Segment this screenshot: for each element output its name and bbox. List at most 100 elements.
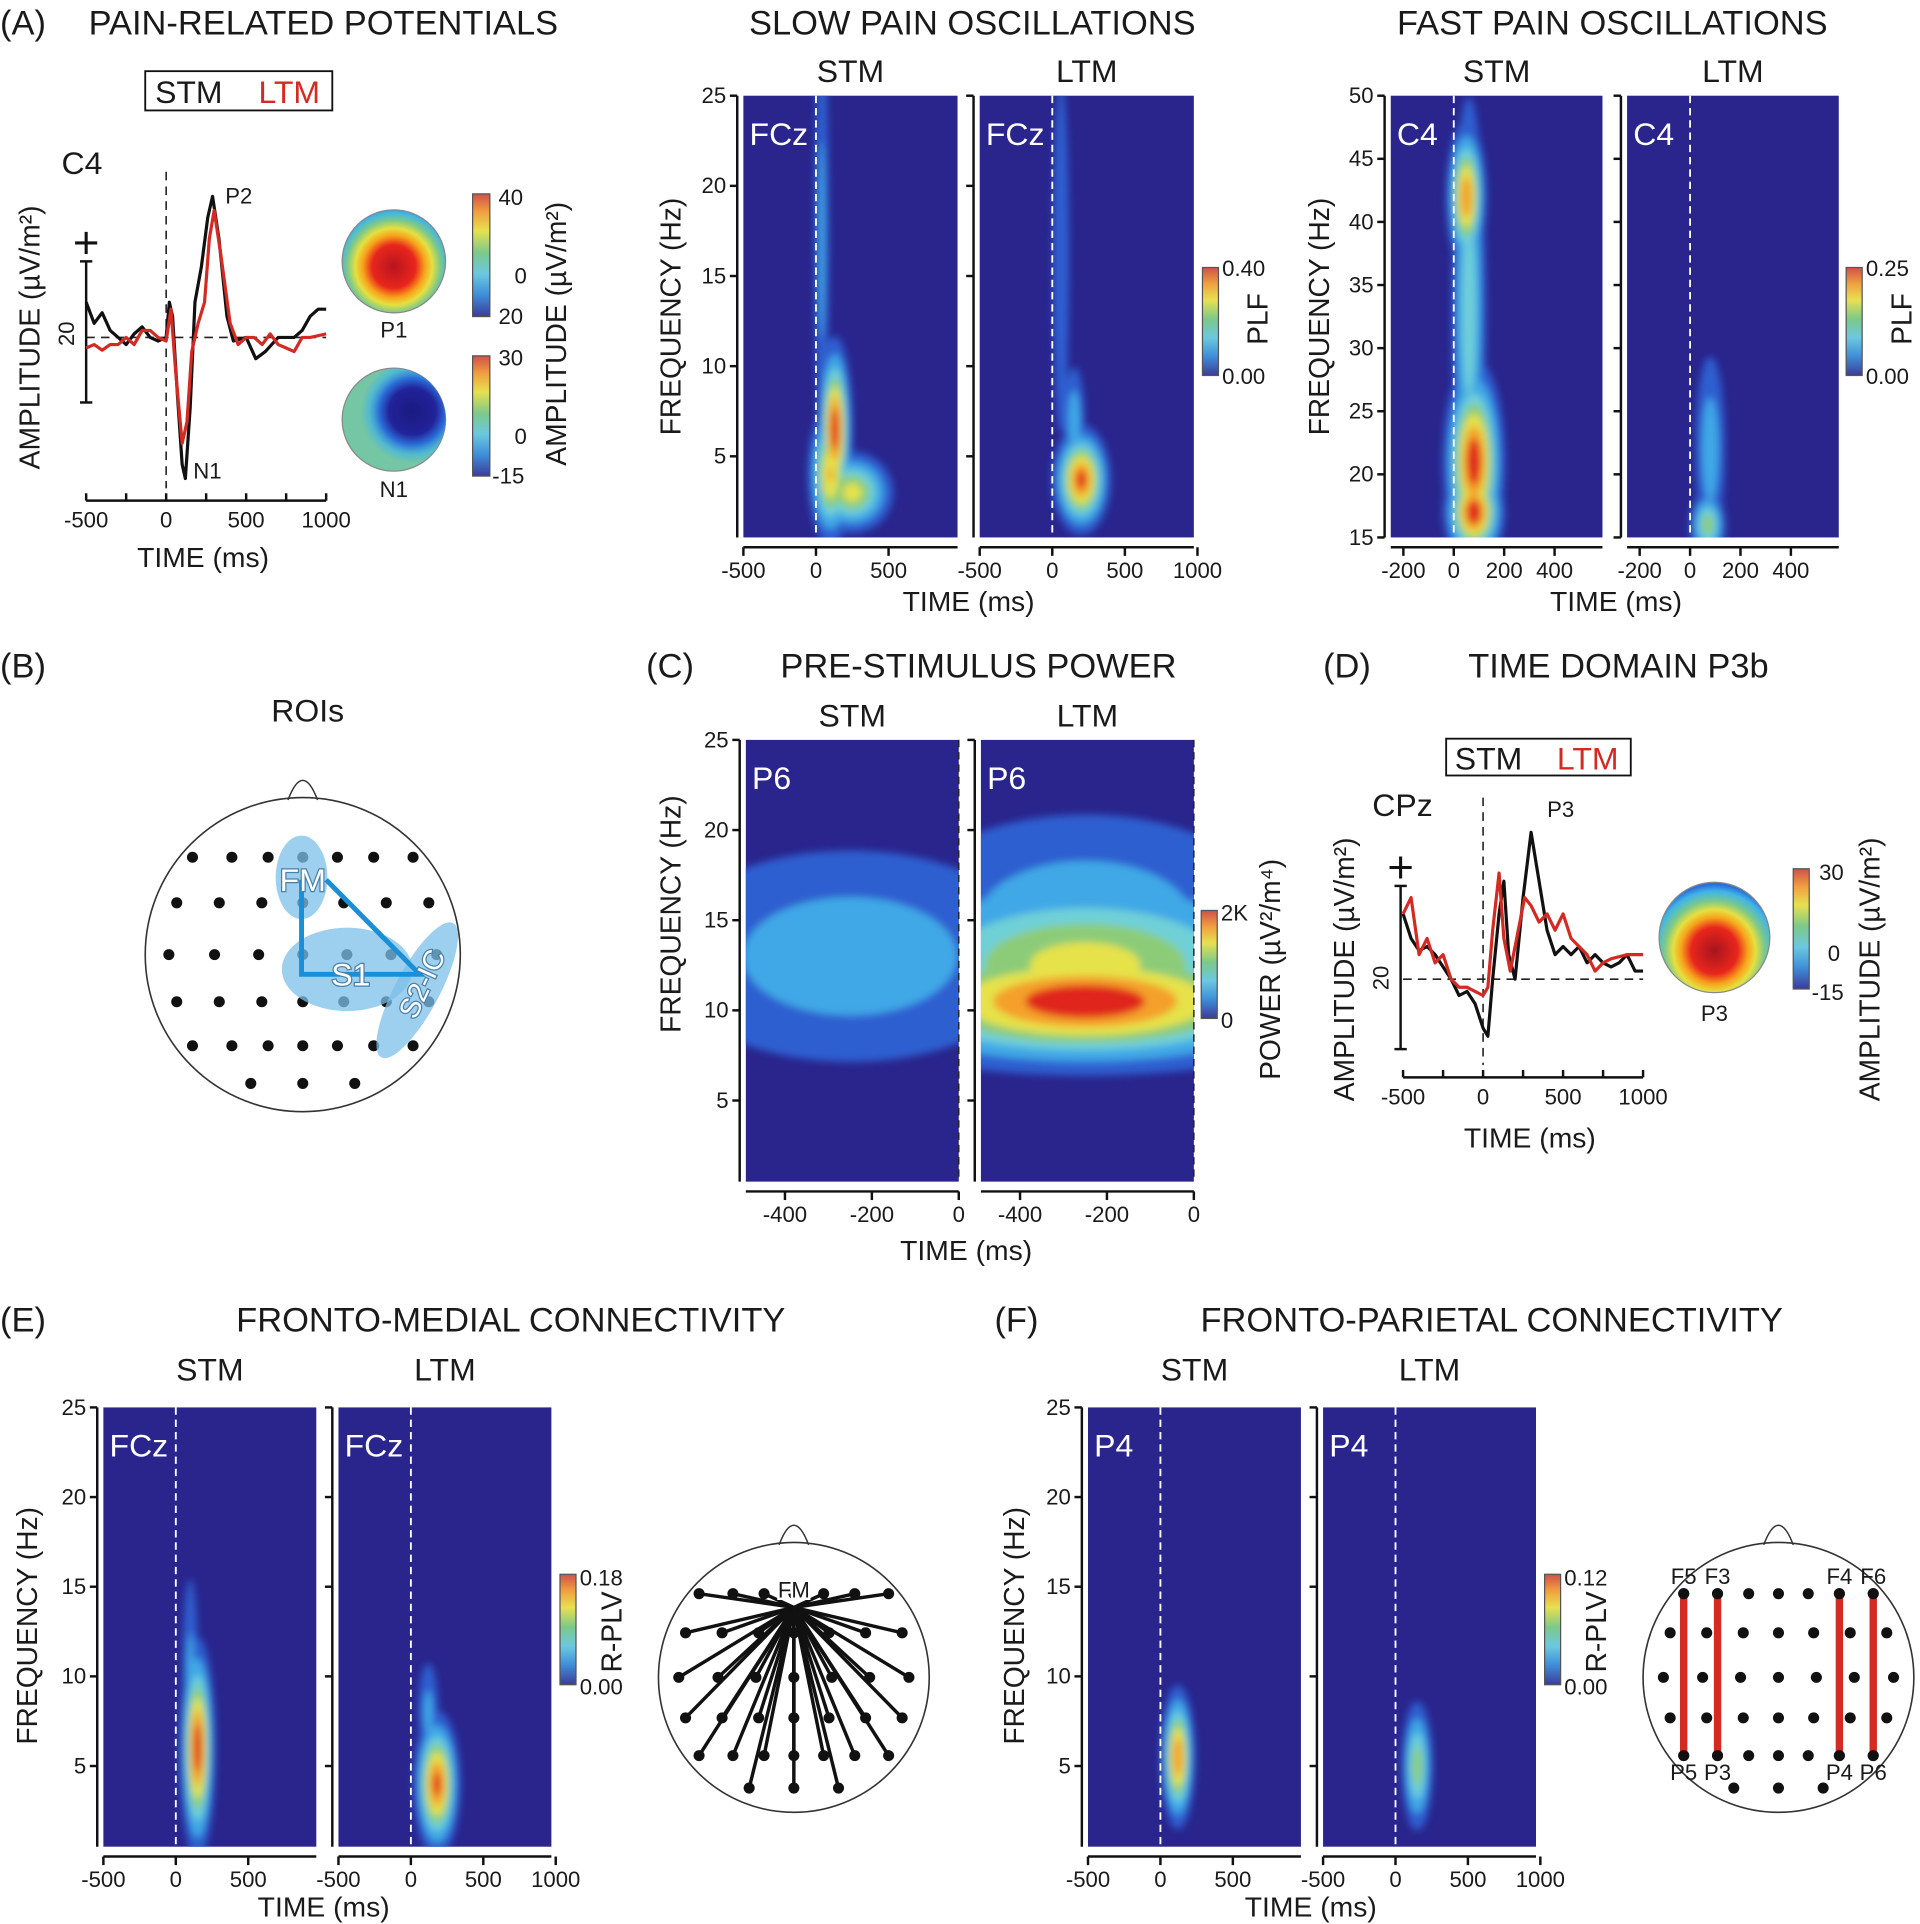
electrode-dot — [743, 1782, 755, 1794]
peak-label-p2: P2 — [225, 184, 252, 209]
connection-line — [677, 1605, 795, 1679]
x-tick-label: 500 — [1449, 1867, 1486, 1892]
electrode-dot — [788, 1782, 800, 1794]
electrode-dot — [680, 1712, 692, 1724]
y-axis-label: FREQUENCY (Hz) — [655, 795, 687, 1033]
electrode-dot — [758, 1750, 770, 1762]
heatmap-blob-layer — [1689, 356, 1726, 538]
heatmap-peak — [830, 408, 839, 450]
peak-label-n1: N1 — [193, 459, 221, 484]
colorbar — [1792, 868, 1810, 990]
electrode-dot — [1701, 1627, 1713, 1639]
electrode-label: F6 — [1860, 1564, 1886, 1589]
x-tick-label: -200 — [1381, 558, 1425, 583]
colorbar — [559, 1573, 577, 1686]
x-tick-label: -500 — [1301, 1867, 1345, 1892]
condition-label: LTM — [414, 1351, 476, 1387]
y-tick-label: 25 — [702, 83, 727, 108]
electrode-dot — [297, 1077, 309, 1089]
panel-title-slow: SLOW PAIN OSCILLATIONS — [749, 4, 1196, 42]
nose-icon — [778, 1524, 810, 1546]
legend-ltm: LTM — [1557, 740, 1619, 776]
heatmap-blobs — [413, 1663, 461, 1847]
fp-connectivity-head-map: F5 P5 F3 P3 F4 P4 F6 P6 — [1642, 1524, 1915, 1814]
colorbar-label: AMPLITUDE (µV/m²) — [1853, 837, 1885, 1101]
panel-title: FRONTO-PARIETAL CONNECTIVITY — [1201, 1301, 1783, 1339]
electrode-dot — [1867, 1588, 1879, 1600]
electrode-dot — [423, 897, 435, 909]
legend-ltm: LTM — [258, 74, 320, 110]
electrode-dot — [860, 1627, 872, 1639]
x-tick-label: 0 — [170, 1867, 182, 1892]
y-axis-label: FREQUENCY (Hz) — [11, 1507, 43, 1745]
connection-line — [685, 1605, 795, 1635]
x-axis-label: TIME (ms) — [1550, 585, 1682, 617]
x-axis-label: TIME (ms) — [258, 1891, 390, 1923]
topomap-p1 — [341, 209, 447, 314]
x-axis-label: TIME (ms) — [137, 541, 269, 573]
electrode-dot — [331, 1040, 343, 1052]
colorbar-mid: 0 — [1828, 941, 1840, 966]
y-axis-label: FREQUENCY (Hz) — [655, 198, 687, 436]
y-tick-label: 25 — [704, 727, 729, 752]
x-tick-label: 1000 — [1516, 1867, 1565, 1892]
electrode-label: F3 — [1705, 1564, 1731, 1589]
connection-line — [732, 1592, 795, 1610]
heatmap-blob-layer — [745, 850, 959, 1062]
head-outline — [657, 1541, 931, 1814]
x-tick-label: 0 — [405, 1867, 417, 1892]
panel-d: (D) TIME DOMAIN P3b STM LTM CPz P3 AMPLI… — [1323, 647, 1885, 1153]
x-tick-label: 500 — [1106, 558, 1143, 583]
electrode-label: F4 — [1826, 1564, 1852, 1589]
y-tick-label: 20 — [704, 817, 729, 842]
fm-connectivity-head-map — [657, 1524, 931, 1814]
y-tick-label: 25 — [1349, 399, 1374, 424]
topomap-label: P1 — [380, 317, 407, 342]
heatmap-blobs — [1160, 1685, 1196, 1830]
colorbar — [472, 193, 491, 318]
y-tick-label: 10 — [62, 1664, 87, 1689]
connection-line — [792, 1606, 857, 1757]
electrode-dot — [1737, 1712, 1749, 1724]
colorbar-min: 0.00 — [1564, 1675, 1607, 1700]
electrode-dot — [245, 1077, 257, 1089]
electrode-dot — [883, 1588, 895, 1600]
colorbar — [1845, 266, 1863, 377]
y-axis-label: AMPLITUDE (µV/m²) — [13, 206, 45, 470]
electrode-dot — [1678, 1588, 1690, 1600]
electrode-dot — [1657, 1671, 1669, 1683]
y-tick-label: 5 — [714, 444, 726, 469]
x-tick-label: 0 — [1046, 558, 1058, 583]
heatmap-C-stm: P6 STM 5 10 15 20 25 -400 -200 0 — [704, 697, 965, 1227]
x-axis-label: TIME (ms) — [903, 585, 1035, 617]
electrode-dot — [750, 1671, 762, 1683]
electrode-dot — [1867, 1750, 1879, 1762]
condition-label: STM — [176, 1351, 244, 1387]
peak-label-p3: P3 — [1547, 797, 1574, 822]
connection-line — [697, 1606, 796, 1757]
topomap-label: P3 — [1701, 1001, 1728, 1026]
x-tick-label: 200 — [1722, 558, 1759, 583]
channel-label: FCz — [110, 1428, 169, 1464]
y-tick-label: 35 — [1349, 272, 1374, 297]
colorbar-mid: 0 — [514, 424, 526, 449]
colorbar-label: R-PLV — [595, 1591, 627, 1672]
roi-label-fm: FM — [280, 862, 326, 898]
x-tick-label: 1000 — [531, 1867, 580, 1892]
electrode-dot — [1728, 1782, 1740, 1794]
x-tick-label: 1000 — [302, 508, 351, 533]
nose-icon — [287, 779, 319, 801]
electrode-dot — [758, 1588, 770, 1600]
colorbar-min: 0.00 — [1222, 364, 1265, 389]
panel-title: PRE-STIMULUS POWER — [780, 647, 1176, 685]
electrode-dot — [727, 1588, 739, 1600]
electrode-dot — [1844, 1627, 1856, 1639]
heatmap-blob-layer — [807, 95, 894, 538]
heatmap-blob-layer — [413, 1663, 461, 1847]
y-tick-label: 20 — [702, 173, 727, 198]
y-tick-label: 15 — [704, 908, 729, 933]
electrode-dot — [1737, 1627, 1749, 1639]
heatmap-peak — [1466, 438, 1481, 485]
